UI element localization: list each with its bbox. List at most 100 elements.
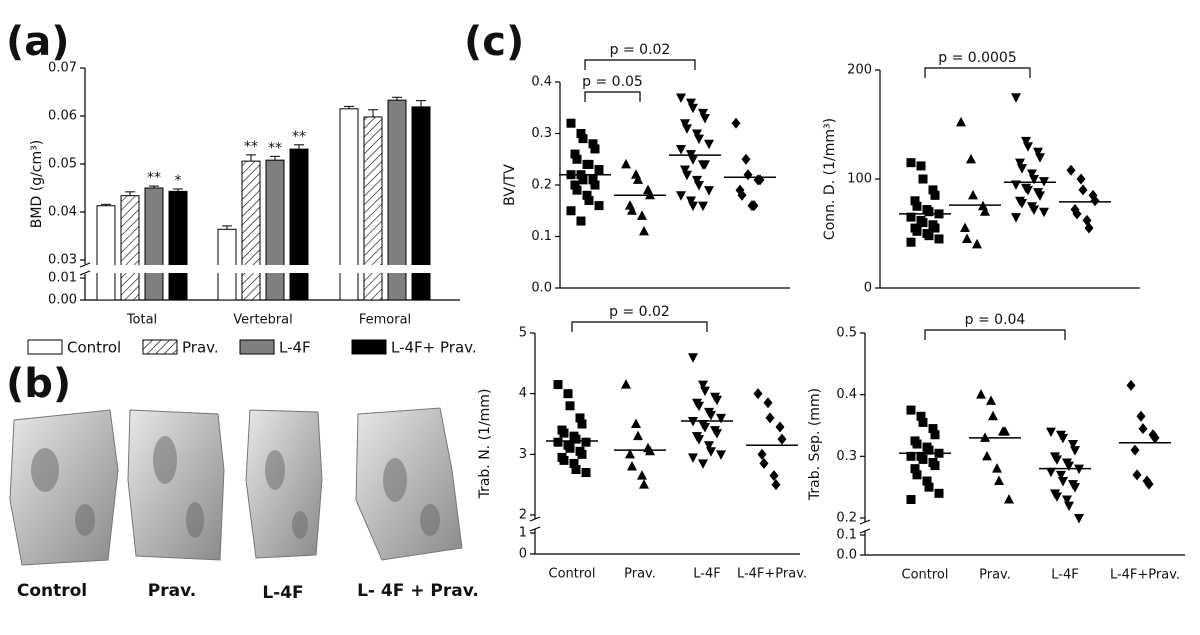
data-point <box>698 108 708 119</box>
y-tick-label: 100 <box>847 172 872 187</box>
data-point <box>637 470 647 480</box>
y-tick-label: 0.2 <box>531 178 552 193</box>
bar <box>289 148 309 301</box>
data-point <box>633 174 643 184</box>
legend-label: L-4F+ Prav. <box>391 339 477 357</box>
data-point <box>700 386 710 397</box>
data-point <box>700 160 710 170</box>
x-tick-label: Control <box>549 567 596 582</box>
data-point <box>680 165 690 176</box>
bar <box>217 228 237 301</box>
data-point <box>741 153 751 165</box>
data-point <box>1084 222 1094 234</box>
data-point <box>731 117 741 129</box>
data-point <box>692 175 702 186</box>
data-point <box>1064 461 1074 472</box>
data-point <box>976 389 986 399</box>
bar <box>265 159 285 301</box>
data-point <box>918 174 928 184</box>
comparison-bracket <box>924 329 1066 340</box>
data-point <box>571 465 581 474</box>
data-point <box>930 223 940 233</box>
data-point <box>916 161 926 171</box>
data-point <box>694 134 704 145</box>
data-point <box>765 412 775 424</box>
data-point <box>577 419 587 429</box>
data-point <box>1039 207 1049 218</box>
data-point <box>712 429 722 439</box>
data-point <box>1076 173 1086 185</box>
data-point <box>769 470 779 482</box>
data-point <box>906 451 916 461</box>
data-point <box>1046 467 1056 478</box>
data-point <box>633 430 643 441</box>
y-tick-label: 0.07 <box>48 61 77 76</box>
y-tick-label: 0.3 <box>531 126 552 141</box>
bar <box>144 187 164 301</box>
data-point <box>924 482 934 492</box>
data-point <box>704 441 714 451</box>
y-tick-label: 0.4 <box>531 75 552 90</box>
data-point <box>1004 494 1014 504</box>
data-point <box>584 159 594 169</box>
data-point <box>1132 469 1142 481</box>
data-point <box>757 448 767 460</box>
comparison-bracket <box>584 91 641 102</box>
data-point <box>1046 427 1056 438</box>
x-tick-label: L-4F <box>1051 568 1078 583</box>
legend-swatch <box>351 339 387 355</box>
data-point <box>578 134 588 144</box>
x-tick-label: Vertebral <box>233 313 293 328</box>
significance: ** <box>292 129 306 145</box>
y-tick-label: 1 <box>519 526 527 541</box>
data-point <box>716 450 726 460</box>
panel-label: (b) <box>6 361 71 407</box>
data-point <box>930 190 940 200</box>
axis-break-mark <box>529 516 541 522</box>
data-point <box>918 218 928 228</box>
data-point <box>1064 501 1074 512</box>
data-point <box>627 460 637 471</box>
data-point <box>686 98 696 109</box>
data-point <box>676 144 686 155</box>
data-point <box>1062 495 1072 505</box>
data-point <box>698 380 708 391</box>
p-value: p = 0.05 <box>582 74 643 90</box>
data-point <box>777 433 787 445</box>
data-point <box>688 103 698 114</box>
data-point <box>584 195 594 205</box>
data-point <box>1052 492 1062 502</box>
data-point <box>621 379 631 389</box>
x-tick-label: Prav. <box>979 568 1011 583</box>
data-point <box>1011 93 1021 103</box>
data-point <box>966 153 976 164</box>
data-point <box>1035 153 1045 163</box>
significance: ** <box>244 139 258 155</box>
legend-label: L-4F <box>279 339 311 357</box>
y-tick-label: 3 <box>519 447 527 462</box>
x-tick-label: Femoral <box>359 313 411 328</box>
data-point <box>924 445 934 455</box>
bar <box>168 190 188 301</box>
x-tick-label: Control <box>902 568 949 583</box>
data-point <box>676 93 686 103</box>
data-point <box>956 116 966 127</box>
comparison-bracket <box>584 59 696 70</box>
data-point <box>1066 164 1076 176</box>
legend-swatch <box>142 339 178 355</box>
data-point <box>960 222 970 233</box>
y-tick-label: 0.5 <box>836 326 857 341</box>
data-point <box>771 479 781 491</box>
data-point <box>906 405 916 415</box>
data-point <box>930 461 940 471</box>
axis-break <box>75 265 462 273</box>
p-value: p = 0.04 <box>965 312 1026 328</box>
data-point <box>682 124 692 134</box>
data-point <box>1011 213 1021 223</box>
data-point <box>980 206 990 216</box>
data-point <box>559 428 569 438</box>
x-tick-label: Prav. <box>624 567 656 582</box>
data-point <box>1090 195 1100 207</box>
data-point <box>753 388 763 400</box>
data-point <box>698 201 708 212</box>
